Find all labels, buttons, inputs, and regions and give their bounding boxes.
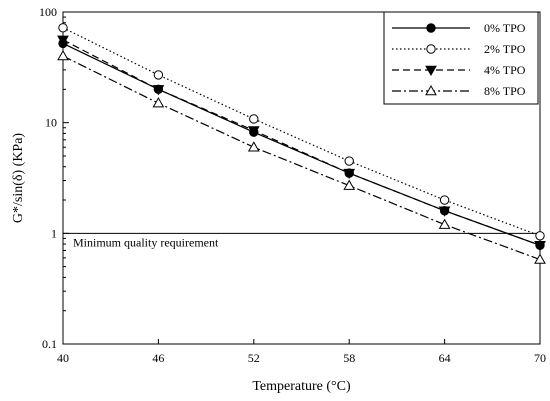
legend-label-2-tpo: 2% TPO [484, 42, 526, 56]
legend-marker-0-tpo [426, 23, 436, 33]
plot-frame [62, 11, 541, 345]
y-tick-label: 1 [51, 226, 57, 240]
data-point-8-tpo [534, 253, 546, 264]
series-group [57, 23, 546, 264]
data-point-4-tpo [534, 241, 546, 252]
minimum-quality-label: Minimum quality requirement [73, 235, 219, 249]
data-point-4-tpo [247, 126, 260, 137]
data-point-2-tpo [58, 23, 68, 33]
data-point-8-tpo [152, 97, 165, 108]
data-point-4-tpo [152, 85, 165, 96]
plot-area [62, 11, 541, 345]
legend: 0% TPO 2% TPO 4% TPO 8% TPO [383, 11, 539, 105]
series-line-8-tpo [62, 55, 541, 261]
series-4-tpo [57, 35, 546, 252]
data-point-2-tpo [249, 114, 259, 124]
data-point-8-tpo [57, 50, 69, 61]
data-point-2-tpo [153, 70, 164, 80]
legend-marker-8-tpo [425, 84, 437, 96]
x-axis-title: Temperature (°C) [252, 379, 351, 394]
data-point-4-tpo [343, 168, 356, 180]
data-point-2-tpo [344, 156, 354, 166]
x-tick-label: 46 [152, 351, 164, 365]
data-point-4-tpo [438, 206, 451, 217]
data-point-8-tpo [438, 218, 451, 229]
y-axis-title: G*/sin(δ) (KPa) [11, 133, 26, 224]
y-tick-label: 10 [45, 116, 57, 130]
data-point-8-tpo [343, 179, 356, 190]
legend-marker-2-tpo [426, 44, 436, 54]
data-point-2-tpo [535, 231, 545, 241]
x-tick-label: 58 [343, 351, 355, 365]
series-2-tpo [58, 23, 545, 241]
data-point-8-tpo [247, 141, 260, 152]
x-tick-label: 70 [534, 351, 546, 365]
legend-box [383, 11, 539, 105]
x-tick-label: 64 [439, 351, 451, 365]
legend-label-4-tpo: 4% TPO [484, 63, 526, 77]
series-line-4-tpo [62, 39, 541, 246]
x-tick-label: 40 [57, 351, 69, 365]
series-8-tpo [57, 50, 546, 264]
legend-label-0-tpo: 0% TPO [484, 21, 526, 35]
legend-label-8-tpo: 8% TPO [484, 84, 526, 98]
series-line-2-tpo [62, 27, 541, 237]
y-axis-ticks: 0.1 1 10 100 [39, 5, 69, 351]
y-tick-label: 100 [39, 5, 57, 19]
reference-line-group: Minimum quality requirement [63, 232, 540, 249]
data-point-2-tpo [439, 195, 450, 205]
x-axis-ticks: 40 46 52 58 64 70 [57, 339, 546, 365]
data-point-4-tpo [57, 35, 69, 46]
x-tick-label: 52 [248, 351, 260, 365]
legend-marker-4-tpo [425, 65, 437, 77]
y-tick-label: 0.1 [42, 337, 57, 351]
